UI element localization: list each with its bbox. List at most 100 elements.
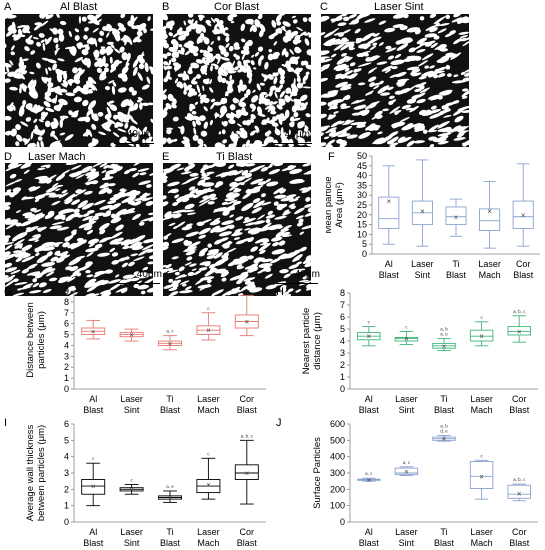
y-tick-label: 2: [64, 362, 69, 372]
category-label: Mach: [471, 405, 493, 415]
box-iqr: [445, 206, 467, 226]
category-label: Laser: [470, 394, 493, 404]
chart-mean-particle-area: F Mean particle Area (μm²) 0510152025303540…: [326, 151, 540, 280]
category-label: Blast: [509, 405, 530, 415]
category-label: Sint: [124, 538, 140, 548]
y-tick-label: 40: [357, 171, 367, 181]
box-iqr: [512, 200, 534, 229]
micrograph-panel-b: [163, 14, 311, 147]
y-tick-label: 300: [330, 468, 345, 478]
y-axis-label: distance (μm): [312, 312, 323, 370]
y-tick-label: 7: [64, 308, 69, 318]
category-label: Cor: [512, 527, 527, 537]
significance-label: c: [246, 288, 249, 293]
mean-marker: ×: [479, 473, 484, 482]
scale-label-d: 40μm: [136, 269, 162, 280]
category-label: Laser: [470, 527, 493, 537]
panel-label-b: B: [162, 1, 170, 13]
mean-marker: ×: [442, 342, 447, 351]
y-axis-label: particles (μm): [36, 311, 47, 369]
panel-label-i: I: [4, 417, 7, 429]
significance-label: a, c: [403, 460, 411, 465]
panel-label-e: E: [162, 151, 170, 163]
category-label: Ti: [166, 394, 173, 404]
y-tick-label: 4: [340, 336, 345, 346]
panel-label-a: A: [4, 1, 12, 13]
mean-marker: ×: [91, 482, 96, 491]
y-axis-label: Surface Particles: [312, 437, 323, 509]
panel-title-a: Al Blast: [58, 1, 100, 13]
category-label: Laser: [411, 259, 434, 269]
y-tick-label: 2: [64, 484, 69, 494]
box-iqr: [479, 208, 501, 231]
panel-label-h: H: [276, 286, 284, 298]
category-label: Ti: [166, 527, 173, 537]
panel-title-b: Cor Blast: [212, 1, 262, 13]
panel-label-f: F: [328, 151, 335, 163]
significance-label: a, b: [440, 423, 448, 428]
chart-distance-between-particles: G Distance between particles (μm) 012345678…: [4, 286, 266, 415]
category-label: Laser: [197, 394, 220, 404]
mean-marker: ×: [168, 494, 173, 503]
panel-label-g: G: [4, 286, 13, 298]
mean-marker: ×: [206, 326, 211, 335]
mean-marker: ×: [129, 331, 134, 340]
significance-label: a, b, c: [513, 309, 526, 314]
category-label: Al: [365, 394, 373, 404]
y-tick-label: 25: [357, 200, 367, 210]
category-label: Sint: [124, 405, 140, 415]
y-axis-label: Average wall thickness: [25, 425, 36, 522]
mean-marker: ×: [366, 476, 371, 485]
y-tick-label: 0: [64, 384, 69, 394]
y-tick-label: 3: [340, 348, 345, 358]
significance-label: c: [207, 451, 210, 456]
box-iqr: [469, 461, 494, 489]
mean-marker: ×: [479, 332, 484, 341]
box-iqr: [507, 326, 531, 336]
category-label: Blast: [237, 405, 258, 415]
scale-bar-d: [118, 283, 160, 284]
category-label: Mach: [197, 405, 219, 415]
panel-title-d: Laser Mach: [26, 151, 88, 163]
category-label: Al: [89, 394, 97, 404]
scale-bar-e: [276, 283, 318, 284]
mean-marker: ×: [404, 335, 409, 344]
y-tick-label: 1: [340, 372, 345, 382]
box-iqr: [507, 484, 531, 499]
category-label: Blast: [359, 405, 380, 415]
micrograph-panel-e: [163, 163, 311, 296]
category-label: Blast: [379, 270, 400, 280]
y-tick-label: 0: [340, 384, 345, 394]
category-label: Blast: [434, 538, 455, 548]
category-label: Mach: [471, 538, 493, 548]
y-axis-label: Area (μm²): [334, 182, 345, 228]
y-tick-label: 8: [340, 288, 345, 298]
category-label: Mach: [479, 270, 501, 280]
category-label: Ti: [440, 394, 447, 404]
y-tick-label: 400: [330, 452, 345, 462]
category-label: Blast: [160, 405, 181, 415]
category-label: Al: [89, 527, 97, 537]
category-label: Blast: [237, 538, 258, 548]
category-label: Sint: [399, 405, 415, 415]
category-label: Al: [365, 527, 373, 537]
y-tick-label: 2: [340, 360, 345, 370]
y-axis-label: Nearest particle: [301, 308, 312, 375]
y-tick-label: 9: [64, 286, 69, 296]
y-tick-label: 100: [330, 501, 345, 511]
mean-marker: ×: [404, 468, 409, 477]
y-tick-label: 6: [64, 419, 69, 429]
category-label: Blast: [434, 405, 455, 415]
category-label: Al: [385, 259, 393, 269]
y-tick-label: 4: [64, 452, 69, 462]
box-iqr: [378, 196, 400, 229]
chart-nearest-particle-distance: H Nearest particle distance (μm) 0 1 2 3 4 5 6 7 8 ×…: [276, 286, 538, 415]
significance-label: a, e: [166, 484, 174, 489]
significance-label: c: [368, 320, 371, 325]
significance-label: c: [92, 456, 95, 461]
micrograph-panel-c: [321, 14, 469, 147]
chart-average-wall-thickness: I Average wall thickness between particles…: [4, 417, 266, 548]
mean-marker: ×: [420, 207, 425, 216]
y-axis-label: Mean particle: [326, 176, 334, 233]
category-label: Blast: [513, 270, 534, 280]
